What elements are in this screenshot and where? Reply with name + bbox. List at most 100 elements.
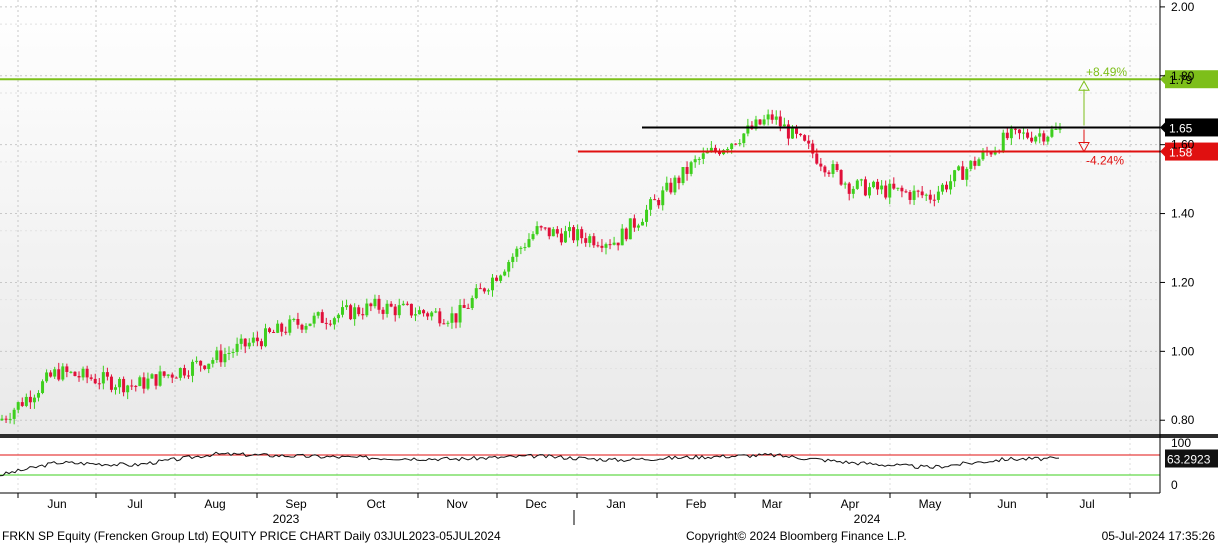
candle-up: [211, 360, 215, 364]
candle-up: [912, 190, 916, 200]
x-month-label: May: [919, 497, 942, 511]
candle-up: [730, 143, 734, 149]
candle-down: [280, 323, 284, 332]
candle-down: [944, 184, 948, 190]
candle-up: [645, 209, 649, 222]
candle-up: [693, 159, 697, 163]
candle-up: [1054, 128, 1058, 130]
candle-up: [247, 342, 251, 347]
candle-up: [223, 354, 227, 363]
candle-down: [405, 303, 409, 305]
candle-down: [259, 341, 263, 347]
candle-up: [499, 275, 503, 281]
candle-up: [855, 180, 859, 189]
candle-up: [12, 409, 16, 419]
candle-down: [134, 385, 138, 387]
candle-down: [835, 164, 839, 171]
candle-down: [819, 163, 823, 167]
candle-down: [799, 133, 803, 136]
candle-up: [69, 371, 73, 373]
rsi-last-label: 63.2923: [1167, 453, 1211, 467]
candle-up: [365, 303, 369, 316]
candle-down: [482, 288, 486, 292]
candle-up: [851, 188, 855, 194]
candle-up: [458, 305, 462, 323]
candle-down: [454, 313, 458, 323]
candle-up: [312, 315, 316, 324]
candle-up: [276, 323, 280, 333]
candle-down: [130, 385, 134, 387]
footer-copyright: Copyright© 2024 Bloomberg Finance L.P.: [686, 529, 907, 543]
level-label: 1.79: [1169, 73, 1193, 87]
level-pointer: [1160, 122, 1165, 133]
candle-down: [1026, 132, 1030, 138]
candle-down: [624, 228, 628, 240]
down-arrow-head: [1078, 142, 1090, 153]
candle-down: [900, 187, 904, 192]
rsi-tick-label: 100: [1171, 436, 1191, 450]
candle-up: [940, 184, 944, 192]
candle-down: [57, 369, 61, 380]
candle-down: [97, 383, 101, 385]
footer: FRKN SP Equity (Frencken Group Ltd) EQUI…: [0, 526, 1218, 545]
candle-down: [713, 147, 717, 151]
candle-up: [762, 119, 766, 125]
candle-up: [263, 328, 267, 347]
candle-up: [705, 151, 709, 154]
candle-up: [430, 312, 434, 317]
candle-up: [831, 164, 835, 174]
candle-up: [146, 378, 150, 389]
candle-down: [559, 233, 563, 243]
candle-down: [268, 328, 272, 332]
candle-up: [782, 124, 786, 127]
candle-down: [4, 418, 8, 420]
level-pointer: [1160, 74, 1165, 85]
candle-up: [1022, 132, 1026, 134]
candle-up: [353, 307, 357, 320]
candle-up: [790, 126, 794, 139]
candle-down: [109, 376, 113, 390]
candle-up: [446, 322, 450, 324]
candle-up: [896, 187, 900, 189]
candle-up: [563, 231, 567, 243]
x-month-label: Jun: [997, 497, 1016, 511]
candle-down: [892, 183, 896, 189]
rsi-tick-label: 0: [1171, 478, 1178, 492]
candle-down: [989, 152, 993, 155]
candle-up: [701, 153, 705, 159]
candle-down: [1005, 132, 1009, 139]
candle-up: [114, 387, 118, 390]
candle-up: [24, 396, 28, 406]
rsi-line: [0, 451, 1060, 477]
candle-up: [490, 277, 494, 291]
candle-up: [1058, 128, 1062, 130]
candle-down: [122, 378, 126, 393]
candle-up: [519, 247, 523, 249]
candle-up: [191, 361, 195, 376]
candle-up: [227, 352, 231, 355]
y-tick-label: 2.00: [1171, 0, 1195, 14]
y-tick-label: 1.20: [1171, 275, 1195, 289]
level-label: 1.58: [1169, 146, 1193, 160]
candle-up: [742, 133, 746, 144]
candle-down: [320, 312, 324, 323]
candle-up: [551, 229, 555, 237]
candle-down: [272, 331, 276, 333]
x-month-label: Aug: [204, 497, 225, 511]
candle-down: [495, 277, 499, 281]
candle-down: [815, 153, 819, 164]
candle-down: [442, 323, 446, 325]
candle-up: [61, 366, 65, 380]
candle-up: [373, 298, 377, 307]
candle-down: [592, 236, 596, 246]
candle-up: [397, 305, 401, 316]
level-pointer: [1160, 146, 1165, 157]
candle-down: [616, 242, 620, 246]
candle-down: [932, 199, 936, 201]
candle-down: [547, 227, 551, 237]
candle-up: [924, 194, 928, 196]
candle-up: [450, 313, 454, 323]
candle-down: [961, 166, 965, 180]
candle-up: [0, 418, 4, 421]
footer-title: FRKN SP Equity (Frencken Group Ltd) EQUI…: [2, 529, 501, 543]
